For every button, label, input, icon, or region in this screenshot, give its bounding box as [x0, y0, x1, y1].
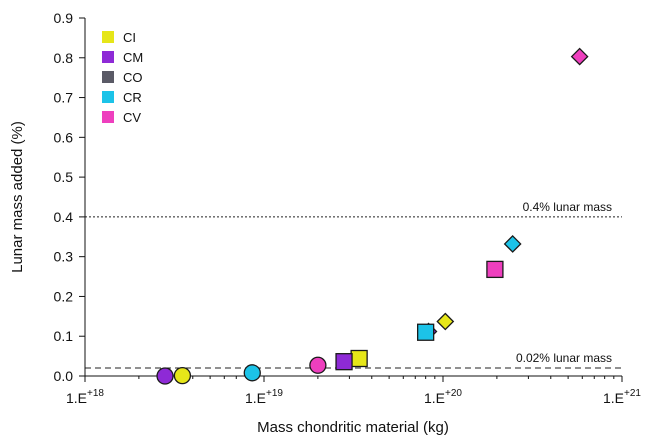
legend-label-ci: CI: [123, 30, 136, 45]
data-point-cm-square: [335, 353, 353, 371]
data-point-cr-diamond: [503, 235, 522, 253]
y-axis-title: Lunar mass added (%): [9, 121, 26, 273]
data-point-cr-circle: [243, 364, 261, 382]
y-tick-label: 0.7: [54, 90, 74, 106]
y-tick-label: 0.3: [54, 249, 74, 265]
reference-line-label: 0.4% lunar mass: [523, 200, 612, 214]
y-tick-label: 0.4: [54, 209, 74, 225]
data-point-ci-square: [350, 349, 368, 368]
data-point-cv-diamond: [570, 47, 589, 66]
data-points: [156, 47, 589, 385]
data-point-cr-square: [417, 323, 435, 341]
data-point-cv-circle: [309, 356, 327, 374]
y-tick-label: 0.9: [54, 10, 74, 26]
legend-swatch-cv: [102, 111, 114, 123]
y-tick-label: 0.8: [54, 50, 74, 66]
legend-label-co: CO: [123, 70, 143, 85]
legend-label-cv: CV: [123, 110, 141, 125]
y-tick-label: 0.6: [54, 129, 74, 145]
data-point-ci-circle: [173, 366, 192, 385]
x-tick-label: 1.E+21: [603, 388, 641, 406]
y-tick-label: 0.0: [54, 368, 74, 384]
y-tick-label: 0.1: [54, 328, 74, 344]
legend-swatch-cr: [102, 91, 114, 103]
reference-line-label: 0.02% lunar mass: [516, 351, 612, 365]
legend: CI CM CO CR CV: [102, 30, 143, 125]
legend-label-cm: CM: [123, 50, 143, 65]
ticks: 0.0 0.1 0.2 0.3 0.4 0.5 0.6 0.7 0.8 0.9 1.E+18 1.E+…: [54, 10, 642, 406]
legend-swatch-ci: [102, 31, 114, 43]
x-tick-label: 1.E+20: [424, 388, 462, 406]
data-point-cv-square: [486, 260, 504, 279]
data-point-ci-diamond: [436, 312, 455, 331]
legend-swatch-co: [102, 71, 114, 83]
x-axis-title: Mass chondritic material (kg): [257, 419, 449, 436]
legend-label-cr: CR: [123, 90, 142, 105]
x-tick-label: 1.E+19: [245, 388, 283, 406]
data-point-cm-circle: [156, 367, 174, 385]
y-tick-label: 0.2: [54, 288, 74, 304]
axes: [84, 18, 622, 377]
legend-swatch-cm: [102, 51, 114, 63]
x-tick-label: 1.E+18: [66, 388, 104, 406]
y-tick-label: 0.5: [54, 169, 74, 185]
reference-lines: 0.4% lunar mass 0.02% lunar mass: [85, 200, 622, 369]
